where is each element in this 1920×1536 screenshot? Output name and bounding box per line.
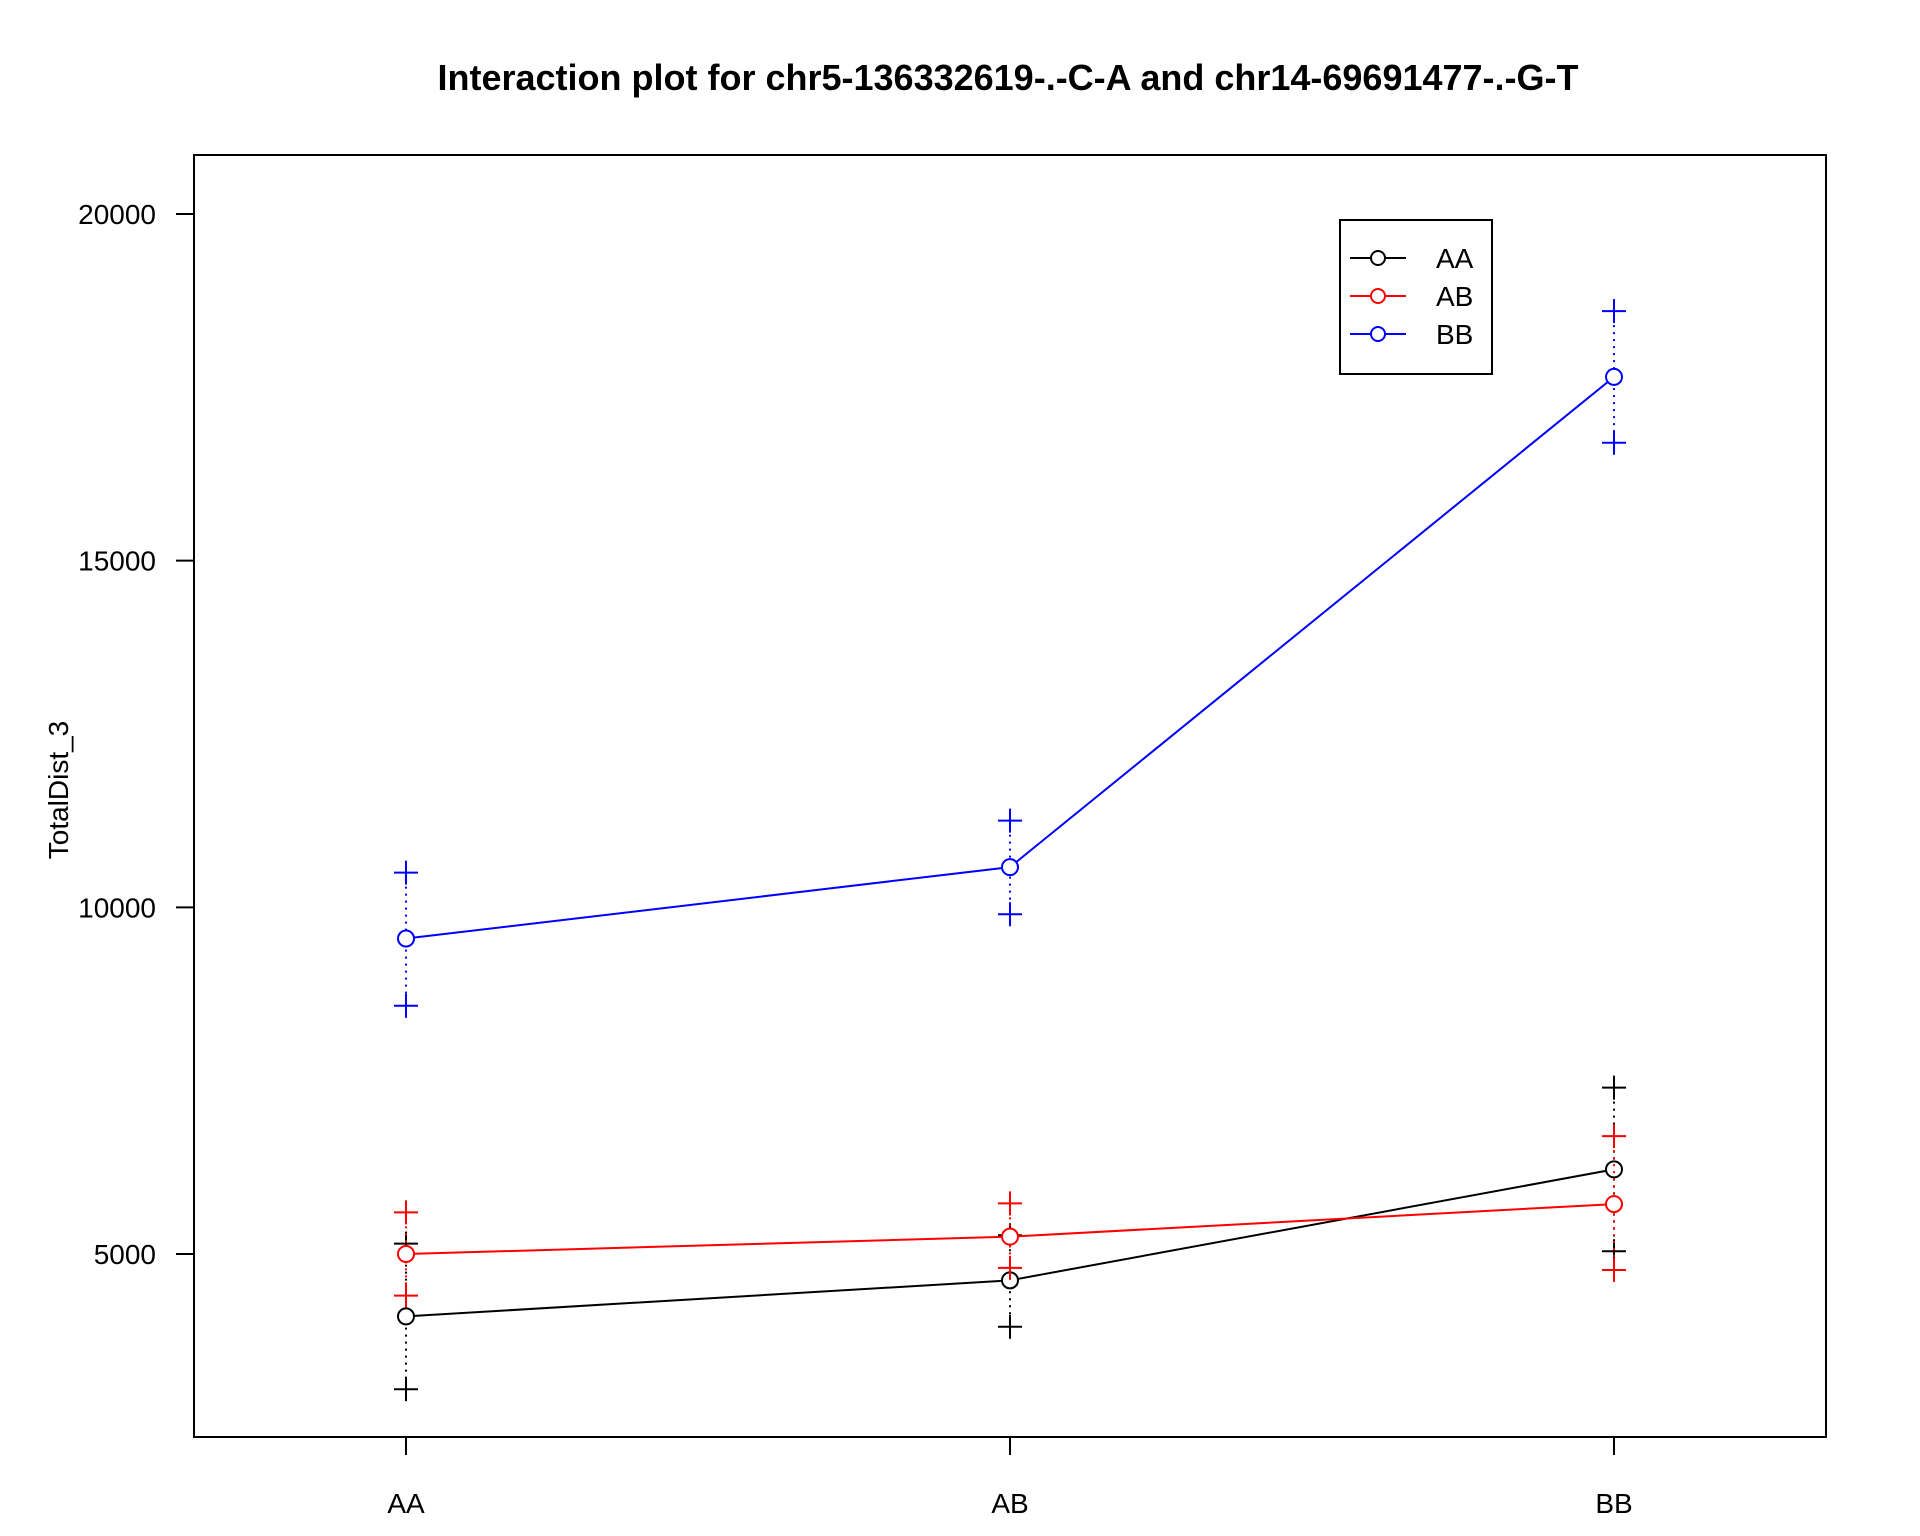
legend-label: AA bbox=[1436, 243, 1474, 274]
upper-marker bbox=[998, 1191, 1022, 1216]
y-tick-label: 15000 bbox=[78, 546, 156, 577]
mean-point bbox=[1001, 858, 1019, 877]
upper-marker bbox=[998, 808, 1022, 833]
series-aa bbox=[394, 1075, 1626, 1402]
legend-marker bbox=[1370, 250, 1386, 266]
legend-label: BB bbox=[1436, 319, 1473, 350]
legend-item-ab: AB bbox=[1350, 281, 1473, 312]
mean-point bbox=[1605, 1195, 1623, 1214]
x-tick-label: AA bbox=[387, 1488, 425, 1519]
legend-item-aa: AA bbox=[1350, 243, 1474, 274]
mean-point bbox=[1001, 1227, 1019, 1246]
upper-marker bbox=[394, 860, 418, 885]
x-tick-label: BB bbox=[1595, 1488, 1632, 1519]
mean-point bbox=[397, 1307, 415, 1326]
legend-marker bbox=[1370, 326, 1386, 342]
legend-label: AB bbox=[1436, 281, 1473, 312]
y-tick-label: 5000 bbox=[94, 1239, 156, 1270]
lower-marker bbox=[1602, 430, 1626, 455]
chart-title: Interaction plot for chr5-136332619-.-C-… bbox=[437, 57, 1578, 98]
mean-point bbox=[1605, 367, 1623, 386]
mean-point bbox=[397, 929, 415, 948]
series-ab bbox=[394, 1124, 1626, 1308]
lower-marker bbox=[1602, 1257, 1626, 1282]
series-layer bbox=[394, 299, 1626, 1402]
series-line bbox=[405, 376, 1615, 940]
lower-marker bbox=[394, 993, 418, 1018]
mean-point bbox=[1605, 1160, 1623, 1179]
series-bb bbox=[394, 299, 1626, 1018]
x-tick-label: AB bbox=[991, 1488, 1028, 1519]
upper-marker bbox=[1602, 299, 1626, 324]
axes: 5000 10000 15000 20000 AA AB BB bbox=[78, 199, 1633, 1519]
mean-point bbox=[397, 1245, 415, 1263]
y-tick-label: 10000 bbox=[78, 892, 156, 923]
lower-marker bbox=[998, 1255, 1022, 1280]
lower-marker bbox=[394, 1377, 418, 1402]
upper-marker bbox=[1602, 1075, 1626, 1100]
legend: AA AB BB bbox=[1339, 219, 1493, 375]
upper-marker bbox=[1602, 1124, 1626, 1149]
lower-marker bbox=[394, 1283, 418, 1308]
legend-marker bbox=[1370, 288, 1386, 304]
lower-marker bbox=[998, 1314, 1022, 1339]
lower-marker bbox=[998, 902, 1022, 927]
upper-marker bbox=[394, 1200, 418, 1225]
y-axis-label: TotalDist_3 bbox=[43, 721, 74, 860]
y-tick-label: 20000 bbox=[78, 199, 156, 230]
legend-item-bb: BB bbox=[1350, 319, 1473, 350]
